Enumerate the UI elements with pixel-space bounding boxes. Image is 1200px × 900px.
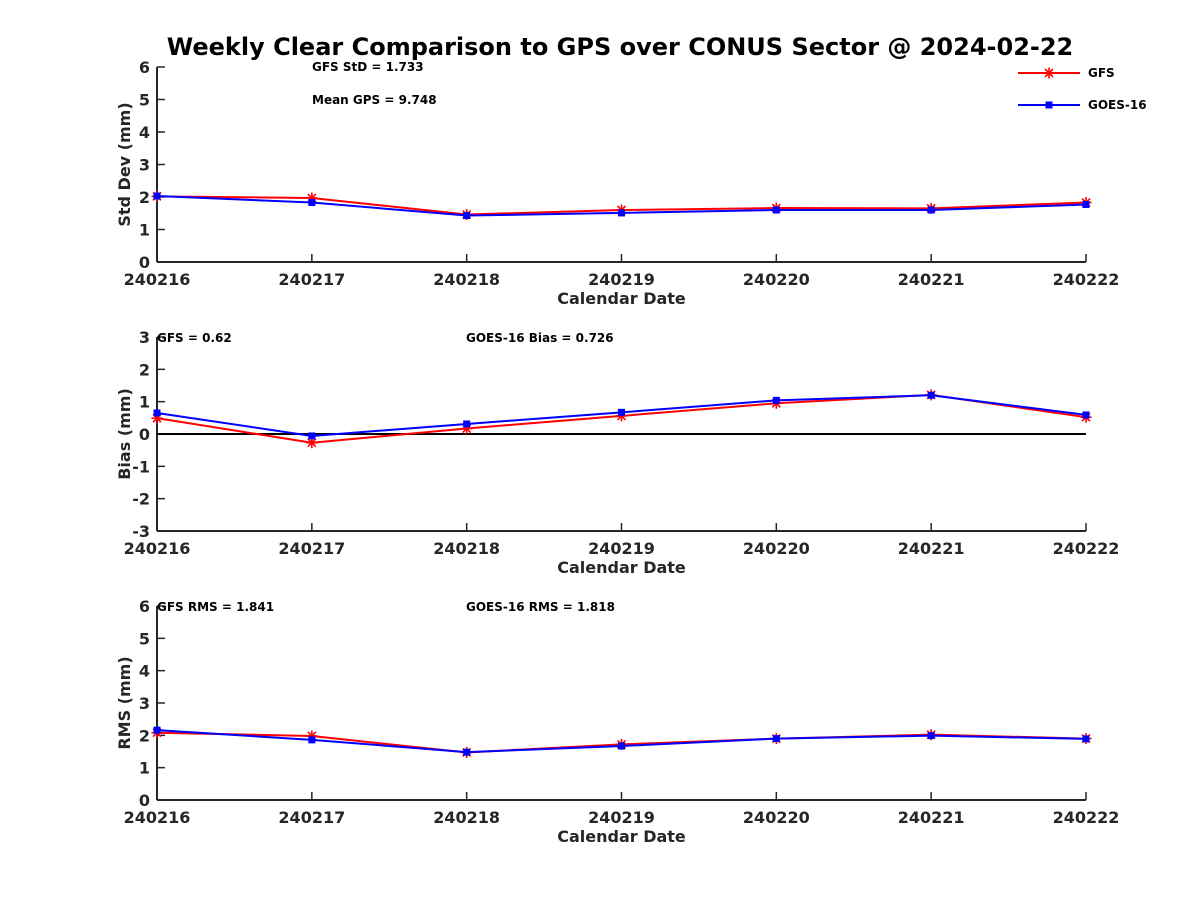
data-point-square — [308, 199, 316, 207]
data-point-square — [772, 735, 780, 743]
x-tick-label: 240219 — [588, 808, 655, 827]
x-axis-label: Calendar Date — [557, 827, 686, 846]
legend-label: GOES-16 — [1088, 98, 1147, 112]
x-tick-label: 240220 — [743, 270, 810, 289]
annotation-text: GFS RMS = 1.841 — [157, 600, 274, 614]
x-axis-label: Calendar Date — [557, 558, 686, 577]
y-tick-label: 6 — [139, 58, 150, 77]
panel-3: 0 1 2 3 4 5 6 240216 240217 240218 240219 240220 240… — [115, 597, 1119, 846]
legend-label: GFS — [1088, 66, 1115, 80]
y-tick-label: -1 — [132, 457, 150, 476]
asterisk-stroke — [307, 438, 317, 448]
x-tick-label: 240217 — [278, 270, 345, 289]
data-point-square — [153, 192, 161, 200]
legend-entry-gfs: GFS — [1018, 66, 1115, 80]
annotation-text: Mean GPS = 9.748 — [312, 93, 437, 107]
figure-title: Weekly Clear Comparison to GPS over CONU… — [167, 33, 1074, 61]
annotation-text: GFS StD = 1.733 — [312, 60, 424, 74]
y-axis-label: RMS (mm) — [115, 656, 134, 749]
x-tick-label: 240222 — [1053, 539, 1120, 558]
data-point-square — [308, 432, 316, 440]
data-point-square — [618, 209, 625, 217]
y-tick-label: 3 — [139, 156, 150, 175]
x-tick-label: 240218 — [433, 808, 500, 827]
y-tick-label: 2 — [139, 360, 150, 379]
y-tick-label: 2 — [139, 726, 150, 745]
data-point-square — [927, 391, 935, 399]
panel-2: -3 -2 -1 0 1 2 3 240216 240217 240218 240219 240220… — [115, 328, 1119, 577]
y-tick-label: 5 — [139, 629, 150, 648]
x-tick-label: 240219 — [588, 539, 655, 558]
y-tick-label: 5 — [139, 91, 150, 110]
x-tick-label: 240216 — [124, 808, 191, 827]
annotation-text: GFS = 0.62 — [157, 331, 232, 345]
x-tick-label: 240216 — [124, 270, 191, 289]
x-tick-label: 240222 — [1053, 808, 1120, 827]
legend-entry-goes-16: GOES-16 — [1018, 98, 1147, 112]
data-point-square — [463, 748, 471, 756]
y-tick-label: -2 — [132, 490, 150, 509]
data-point-square — [618, 742, 625, 750]
y-tick-label: 0 — [139, 253, 150, 272]
data-point-square — [463, 420, 471, 428]
data-point-square — [153, 409, 161, 417]
x-tick-label: 240217 — [278, 539, 345, 558]
annotation-text: GOES-16 RMS = 1.818 — [466, 600, 615, 614]
annotation-text: GOES-16 Bias = 0.726 — [466, 331, 614, 345]
asterisk-stroke — [1044, 68, 1054, 78]
data-point-square — [927, 206, 935, 214]
data-point-square — [1082, 735, 1090, 743]
x-tick-label: 240222 — [1053, 270, 1120, 289]
x-tick-label: 240216 — [124, 539, 191, 558]
y-tick-label: 3 — [139, 328, 150, 347]
x-tick-label: 240221 — [898, 270, 965, 289]
series-goes-16 — [153, 391, 1090, 440]
x-tick-label: 240217 — [278, 808, 345, 827]
data-point-square — [618, 408, 625, 416]
x-tick-label: 240219 — [588, 270, 655, 289]
data-point-square — [1082, 200, 1090, 208]
y-axis-label: Bias (mm) — [115, 388, 134, 480]
x-tick-label: 240221 — [898, 539, 965, 558]
data-point-asterisk — [306, 437, 318, 449]
y-tick-label: 4 — [139, 662, 150, 681]
y-tick-label: 0 — [139, 425, 150, 444]
series-goes-16 — [153, 192, 1090, 220]
y-tick-label: 6 — [139, 597, 150, 616]
data-point-square — [463, 212, 471, 220]
legend-marker-asterisk — [1043, 67, 1055, 79]
legend: GFS GOES-16 — [1018, 66, 1147, 112]
x-tick-label: 240218 — [433, 270, 500, 289]
data-point-square — [1082, 411, 1090, 419]
data-point-square — [772, 206, 780, 214]
y-tick-label: 3 — [139, 694, 150, 713]
legend-marker-square — [1045, 101, 1053, 109]
x-tick-label: 240221 — [898, 808, 965, 827]
y-axis-label: Std Dev (mm) — [115, 102, 134, 226]
data-point-square — [772, 396, 780, 404]
y-tick-label: 1 — [139, 393, 150, 412]
y-tick-label: 1 — [139, 221, 150, 240]
y-tick-label: -3 — [132, 522, 150, 541]
data-point-square — [153, 726, 161, 734]
data-point-square — [308, 736, 316, 744]
y-tick-label: 2 — [139, 188, 150, 207]
x-tick-label: 240218 — [433, 539, 500, 558]
panel-1: 0 1 2 3 4 5 6 240216 240217 240218 240219 240220 240… — [115, 58, 1119, 308]
series-goes-16 — [153, 726, 1090, 756]
data-point-square — [927, 732, 935, 740]
x-tick-label: 240220 — [743, 808, 810, 827]
x-tick-label: 240220 — [743, 539, 810, 558]
x-axis-label: Calendar Date — [557, 289, 686, 308]
y-tick-label: 4 — [139, 123, 150, 142]
y-tick-label: 1 — [139, 759, 150, 778]
y-tick-label: 0 — [139, 791, 150, 810]
